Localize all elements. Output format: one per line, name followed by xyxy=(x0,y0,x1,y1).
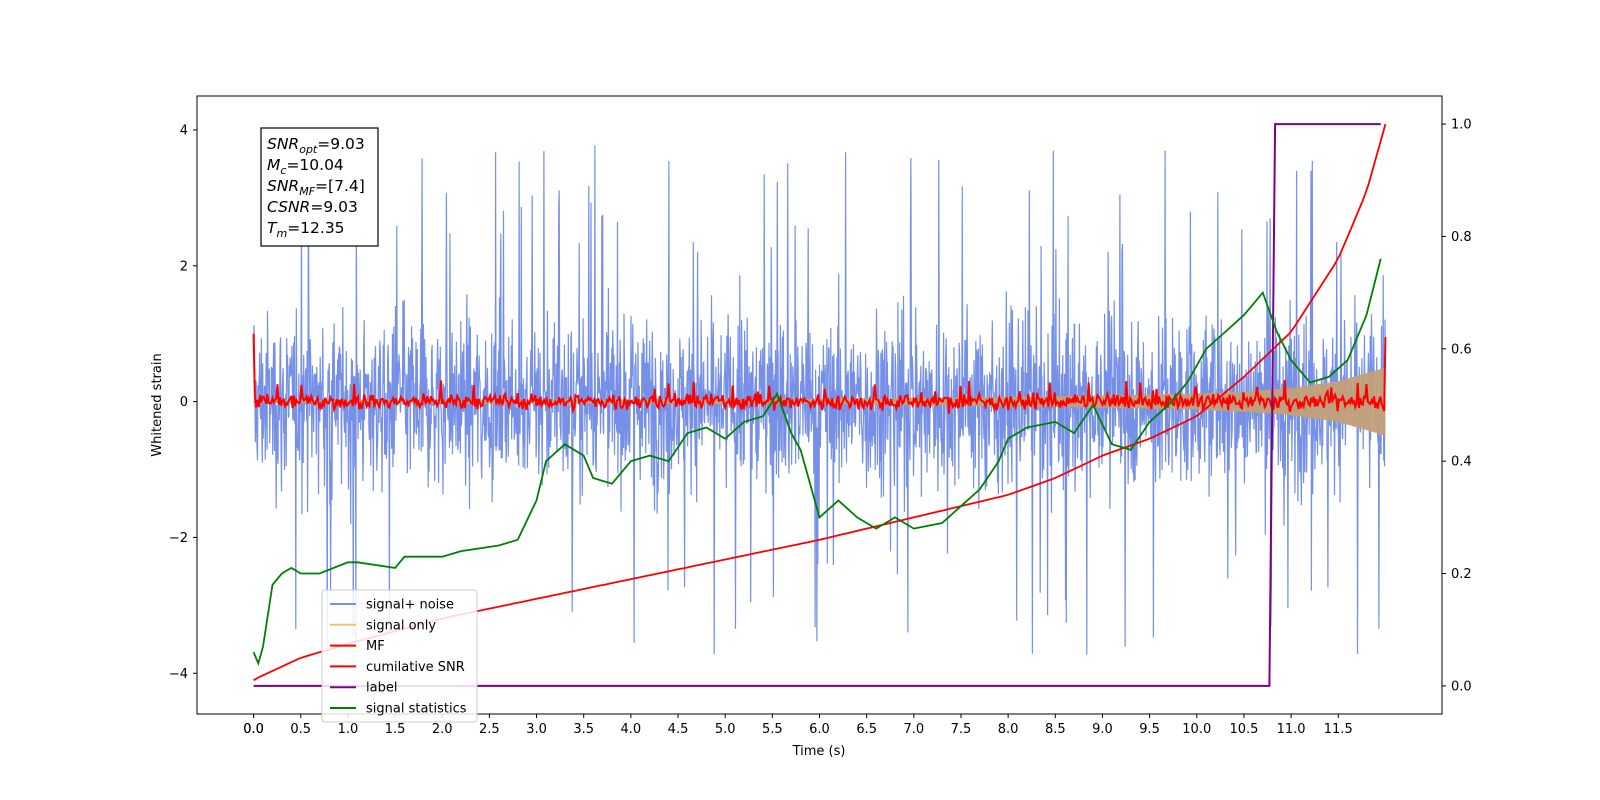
y-axis-right: 1.0 0.8 0.6 0.4 0.2 0.0 xyxy=(1442,118,1472,694)
series-signal-statistics xyxy=(252,258,1382,667)
x-tick-label: 8.5 xyxy=(1045,722,1066,737)
legend-entry: cumilative SNR xyxy=(366,660,465,675)
legend-entry: signal+ noise xyxy=(366,598,454,613)
series-mf xyxy=(252,333,1387,415)
y-left-tick-label: 0 xyxy=(180,395,188,410)
series-label xyxy=(253,123,1381,687)
x-tick-label: 0.0 xyxy=(243,722,264,737)
x-tick-label: 1.0 xyxy=(338,722,359,737)
y-left-tick-label: −4 xyxy=(169,667,188,682)
y-axis-label: Whitened strain xyxy=(150,353,165,456)
annotation-line: SNRMF=[7.4] xyxy=(267,177,365,198)
x-tick-label: 10.5 xyxy=(1229,722,1258,737)
annotation-line: Tm=12.35 xyxy=(267,219,345,240)
legend-entry: label xyxy=(366,681,397,696)
x-tick-label: 6.5 xyxy=(856,722,877,737)
y-right-tick-label: 0.4 xyxy=(1451,455,1472,470)
y-right-tick-label: 0.0 xyxy=(1451,679,1472,694)
y-right-tick-label: 0.8 xyxy=(1451,230,1472,245)
x-tick-label: 4.5 xyxy=(668,722,689,737)
annotation-line: CSNR=9.03 xyxy=(267,198,358,216)
y-axis-left: 4 2 0 −2 −4 xyxy=(169,123,197,682)
x-axis-label: Time (s) xyxy=(792,744,846,759)
y-right-tick-label: 0.6 xyxy=(1451,342,1472,357)
x-tick-label: 11.5 xyxy=(1324,722,1353,737)
x-tick-label: 8.0 xyxy=(998,722,1019,737)
legend-entry: signal statistics xyxy=(366,702,467,717)
x-axis: 0.00.0 0.5 1.0 1.5 2.0 2.5 3.0 3.5 4.0 4.5 5.0 5.5 6… xyxy=(243,714,1353,737)
annotation-line: SNRopt=9.03 xyxy=(267,135,365,156)
y-right-tick-label: 0.2 xyxy=(1451,567,1472,582)
x-tick-label: 0.0 xyxy=(243,722,264,737)
x-tick-label: 7.0 xyxy=(903,722,924,737)
legend-frame xyxy=(321,589,478,723)
y-left-tick-label: 4 xyxy=(180,123,188,138)
annotation-line: Mc=10.04 xyxy=(267,156,344,177)
legend-entry: signal only xyxy=(366,618,436,633)
x-tick-label: 10.0 xyxy=(1182,722,1211,737)
annotation-frame xyxy=(260,127,379,247)
x-tick-label: 9.0 xyxy=(1092,722,1113,737)
y-left-tick-label: 2 xyxy=(180,259,188,274)
legend-entry: MF xyxy=(366,639,385,654)
x-tick-label: 4.0 xyxy=(621,722,642,737)
x-tick-label: 3.5 xyxy=(573,722,594,737)
x-tick-label: 5.0 xyxy=(715,722,736,737)
x-tick-label: 1.5 xyxy=(385,722,406,737)
x-tick-label: 0.5 xyxy=(290,722,311,737)
x-tick-label: 5.5 xyxy=(762,722,783,737)
x-tick-label: 6.0 xyxy=(809,722,830,737)
x-tick-label: 2.5 xyxy=(479,722,500,737)
legend: signal+ noise signal only MF cumilative SNR… xyxy=(321,589,478,723)
x-tick-label: 9.5 xyxy=(1139,722,1160,737)
x-tick-label: 3.0 xyxy=(526,722,547,737)
x-tick-label: 2.0 xyxy=(432,722,453,737)
x-tick-label: 11.0 xyxy=(1277,722,1306,737)
x-tick-label: 7.5 xyxy=(951,722,972,737)
y-left-tick-label: −2 xyxy=(169,531,188,546)
y-right-tick-label: 1.0 xyxy=(1451,118,1472,133)
